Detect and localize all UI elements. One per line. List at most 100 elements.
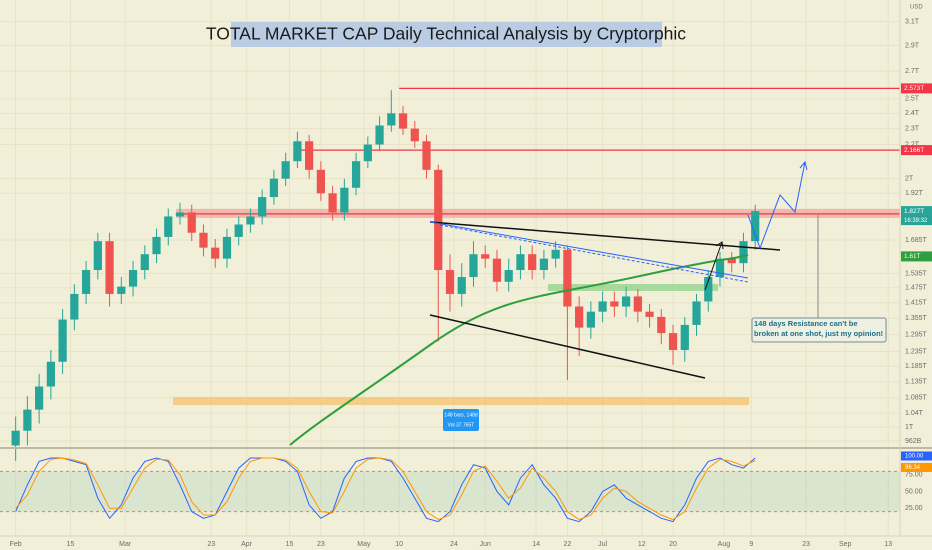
y-tick-label: 2.7T	[905, 68, 920, 75]
candle-body	[140, 254, 149, 271]
candle-body	[469, 254, 478, 278]
candle-body	[727, 258, 736, 264]
candle-body	[539, 258, 549, 271]
candle-body	[93, 241, 102, 271]
chart-title: TOTAL MARKET CAP Daily Technical Analysi…	[206, 24, 686, 44]
candle-body	[410, 128, 419, 142]
candle-body	[328, 193, 337, 213]
y-tick-label: 3.1T	[905, 18, 920, 25]
candle-body	[586, 311, 595, 328]
candle-body	[445, 270, 455, 294]
candle-body	[281, 161, 290, 179]
candle-body	[246, 216, 255, 225]
y-tick-label: 1.355T	[905, 315, 928, 322]
countdown: 16:39:32	[904, 218, 928, 224]
x-tick-label: Aug	[718, 541, 731, 548]
y-tick-label: 1.185T	[905, 363, 928, 370]
candle-body	[528, 254, 537, 271]
oscillator	[0, 457, 900, 523]
candle-body	[668, 333, 678, 351]
candle-body	[269, 178, 279, 198]
support-zone	[173, 397, 749, 405]
x-tick-label: 20	[669, 541, 677, 548]
candle-body	[351, 161, 361, 188]
x-tick-label: Jun	[480, 541, 491, 548]
candle-body	[117, 286, 126, 294]
price-label-box	[901, 83, 932, 94]
price-label: 2.166T	[904, 147, 924, 154]
y-tick-label: 1T	[905, 424, 914, 431]
price-label-box	[901, 145, 932, 156]
candle-body	[305, 141, 314, 170]
x-tick-label: Mar	[119, 541, 132, 548]
y-tick-label: 1.295T	[905, 331, 928, 338]
candle-body	[457, 277, 466, 294]
x-tick-label: Sep	[839, 541, 852, 548]
candle-body	[657, 316, 666, 334]
candle-body	[164, 216, 173, 237]
measure-bars: 148 bars, 148d	[444, 412, 478, 418]
candle-body	[222, 236, 232, 259]
last-value-box	[901, 451, 932, 461]
trendline-upper	[429, 221, 781, 251]
arrow-head	[799, 160, 808, 171]
y-tick-label: 1.535T	[905, 270, 928, 277]
last-value-label: 100.00	[905, 454, 924, 460]
axes: 3.1T 2.9T 2.7T 2.5T 2.4T 2.3T 2.2T 2T 1.92T 1.685…	[10, 18, 932, 548]
y-tick-label: 75.00	[905, 472, 923, 479]
candle-body	[692, 301, 701, 325]
last-value-box	[901, 462, 932, 472]
x-tick-label: 15	[286, 541, 294, 548]
candles	[11, 90, 760, 461]
y-tick-label: 1.92T	[905, 190, 924, 197]
candle-body	[234, 224, 243, 237]
candle-body	[11, 430, 20, 446]
x-tick-label: 13	[884, 541, 892, 548]
candle-body	[152, 236, 161, 255]
candle-body	[46, 361, 55, 387]
x-tick-label: 9	[749, 541, 753, 548]
y-tick-label: 25.00	[905, 505, 923, 512]
candle-body	[715, 258, 725, 278]
candle-body	[739, 241, 748, 264]
candle-body	[680, 324, 689, 351]
price-label-box	[901, 251, 932, 262]
x-tick-label: 10	[395, 541, 403, 548]
candle-body	[175, 212, 185, 217]
candle-body	[751, 211, 760, 242]
blue-line	[439, 224, 749, 283]
candle-body	[516, 254, 525, 271]
candle-body	[211, 247, 220, 259]
x-tick-label: 15	[67, 541, 75, 548]
candle-body	[504, 270, 513, 282]
y-tick-label: 1.685T	[905, 237, 928, 244]
candle-body	[70, 293, 79, 320]
x-tick-label: 23	[207, 541, 215, 548]
y-tick-label: 1.235T	[905, 348, 928, 355]
x-tick-label: 14	[532, 541, 540, 548]
candle-body	[704, 277, 713, 302]
x-tick-label: Jul	[598, 541, 607, 548]
candle-body	[105, 241, 114, 294]
candle-body	[58, 319, 67, 362]
measure-volume: Vol 37.765T	[448, 422, 475, 428]
x-tick-label: Feb	[10, 541, 22, 548]
candle-body	[551, 249, 560, 259]
y-tick-label: 962B	[905, 438, 922, 445]
y-tick-label: 2T	[905, 176, 914, 183]
x-tick-label: May	[357, 541, 371, 548]
candle-body	[645, 311, 654, 317]
projection-arrow	[747, 161, 806, 250]
candle-body	[23, 409, 32, 431]
y-tick-label: 50.00	[905, 488, 923, 495]
levels	[176, 87, 900, 218]
y-tick-label: 2.5T	[905, 96, 920, 103]
candle-body	[81, 270, 91, 294]
black-arrow	[704, 241, 724, 291]
candle-body	[316, 169, 325, 194]
measure-box	[443, 409, 479, 431]
countdown-box	[901, 216, 932, 226]
x-tick-label: 22	[563, 541, 571, 548]
